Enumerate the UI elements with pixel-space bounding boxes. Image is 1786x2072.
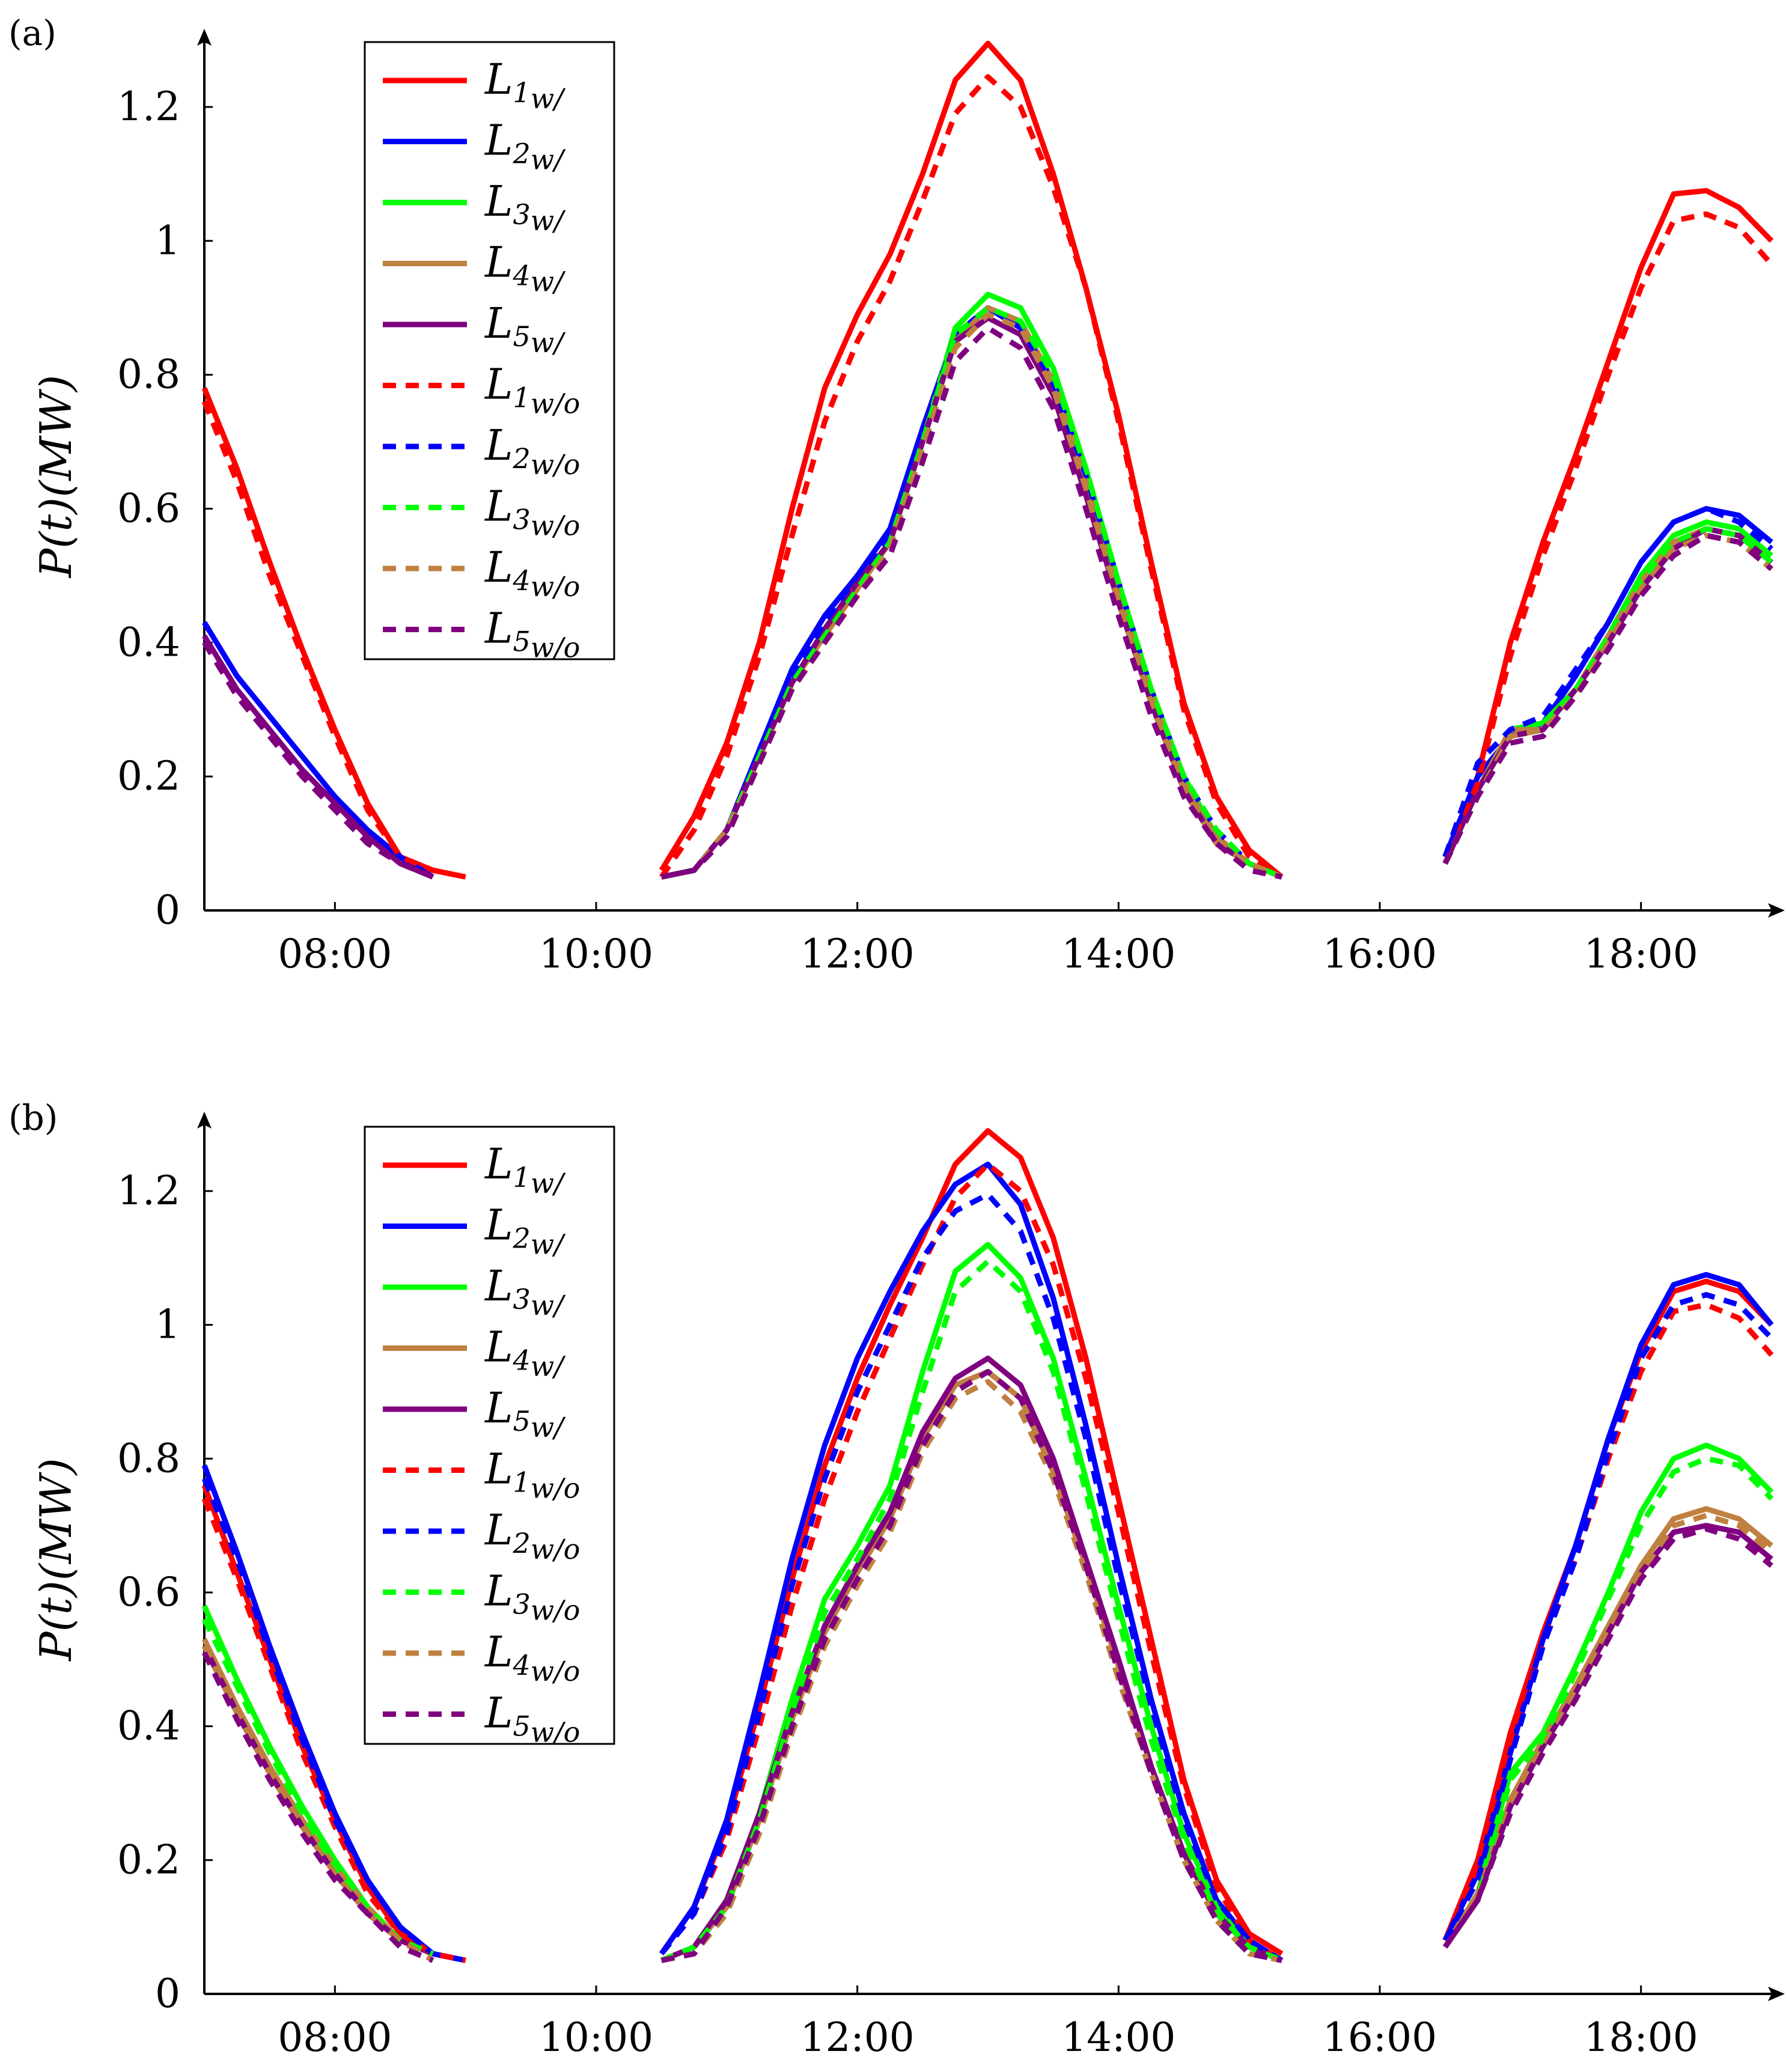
x-tick-label: 08:00: [278, 931, 392, 977]
chart-panel-b: (b) 08:00 10:00 12:00 14:00 16:00 18:00 0 0.2 0.4…: [8, 1097, 1785, 2061]
legend-label: L2w/o: [484, 1505, 580, 1565]
y-tick-label: 1.2: [117, 84, 180, 130]
legend-label: L4w/o: [484, 1627, 580, 1687]
y-tick-label: 1: [155, 218, 180, 264]
x-axis-arrow: [1768, 1987, 1785, 2001]
series-line-5-w: [202, 634, 434, 880]
legend: L1w/L2w/L3w/L4w/L5w/L1w/oL2w/oL3w/oL4w/o…: [364, 1126, 615, 1749]
legend-label: L4w/: [484, 238, 566, 298]
legend-box: [364, 1126, 615, 1745]
series-line-5-wo: [1443, 1526, 1773, 1949]
y-tick-label: 0.6: [117, 1569, 180, 1615]
legend-label: L4w/: [484, 1323, 566, 1383]
series-line-1-wo: [1442, 211, 1774, 858]
y-axis-title: P(t)(MW): [31, 375, 81, 579]
panels: (a) 08:00 10:00 12:00 14:00 16:00 18:00 0 0.2 0.4…: [8, 13, 1785, 2061]
series-line-5-wo: [660, 1369, 1282, 1963]
y-tick-label: 0.4: [117, 1703, 180, 1749]
y-tick-label: 0.2: [117, 753, 180, 799]
series-line-4-wo: [201, 1645, 434, 1963]
x-tick-label: 10:00: [539, 2014, 653, 2061]
y-tick-label: 0.8: [117, 1435, 180, 1481]
x-tick-label: 10:00: [539, 931, 653, 977]
legend-label: L3w/o: [484, 1567, 580, 1627]
series-line-2-wo: [1442, 506, 1773, 858]
legend-label: L1w/o: [484, 1445, 580, 1505]
chart-panel-a: (a) 08:00 10:00 12:00 14:00 16:00 18:00 0 0.2 0.4…: [8, 13, 1785, 977]
y-tick-label: 1.2: [117, 1168, 180, 1214]
x-tick-label: 12:00: [800, 931, 915, 977]
x-tick-label: 16:00: [1323, 2014, 1437, 2061]
legend-label: L2w/: [484, 116, 566, 176]
y-tick-label: 0.4: [117, 619, 180, 665]
y-axis-arrow: [197, 1112, 212, 1129]
legend-box: [364, 41, 615, 660]
x-tick-label: 12:00: [800, 2014, 915, 2061]
y-tick-label: 0: [155, 1970, 180, 2017]
legend: L1w/L2w/L3w/L4w/L5w/L1w/oL2w/oL3w/oL4w/o…: [364, 41, 615, 664]
series-line-4-wo: [660, 311, 1283, 880]
legend-label: L2w/o: [484, 421, 580, 481]
y-tick-label: 0.8: [117, 352, 180, 398]
series-line-5-wo: [202, 641, 434, 880]
series-line-5-wo: [201, 1651, 434, 1963]
series-line-1-w: [1442, 187, 1774, 858]
x-tick-label: 14:00: [1061, 2014, 1175, 2061]
series-lines: [201, 1128, 1774, 1963]
legend-label: L5w/o: [484, 1689, 580, 1749]
legend-label: L1w/: [484, 55, 566, 115]
legend-label: L1w/: [484, 1139, 566, 1199]
x-tick-label: 18:00: [1584, 931, 1698, 977]
series-line-2-w: [659, 1162, 1284, 1963]
legend-label: L5w/: [484, 299, 566, 359]
series-line-3-wo: [1443, 1455, 1774, 1949]
legend-label: L4w/o: [484, 543, 580, 603]
y-tick-label: 0: [155, 887, 180, 933]
legend-label: L3w/o: [484, 482, 580, 542]
series-line-2-wo: [659, 1192, 1284, 1963]
y-tick-label: 1: [155, 1302, 180, 1348]
legend-label: L3w/: [484, 1261, 566, 1321]
x-tick-label: 18:00: [1584, 2014, 1698, 2061]
series-line-2-wo: [201, 1478, 435, 1956]
panel-label: (b): [8, 1097, 58, 1138]
x-tick-label: 14:00: [1061, 931, 1175, 977]
x-axis-arrow: [1768, 903, 1785, 918]
x-tick-label: 08:00: [278, 2014, 392, 2061]
series-line-5-wo: [1442, 532, 1773, 865]
y-tick-label: 0.2: [117, 1836, 180, 1883]
panel-label: (a): [8, 13, 56, 53]
legend-label: L1w/o: [484, 360, 580, 420]
y-tick-label: 0.6: [117, 486, 180, 532]
series-line-2-w: [1442, 1272, 1774, 1942]
series-line-1-wo: [201, 400, 466, 880]
y-axis-arrow: [197, 29, 212, 46]
legend-label: L2w/: [484, 1201, 566, 1261]
y-axis-title: P(t)(MW): [31, 1458, 81, 1662]
series-line-1-wo: [659, 74, 1284, 880]
legend-label: L5w/: [484, 1383, 566, 1443]
legend-label: L5w/o: [484, 604, 580, 664]
legend-label: L3w/: [484, 177, 566, 237]
series-lines: [201, 40, 1774, 880]
x-tick-label: 16:00: [1323, 931, 1437, 977]
